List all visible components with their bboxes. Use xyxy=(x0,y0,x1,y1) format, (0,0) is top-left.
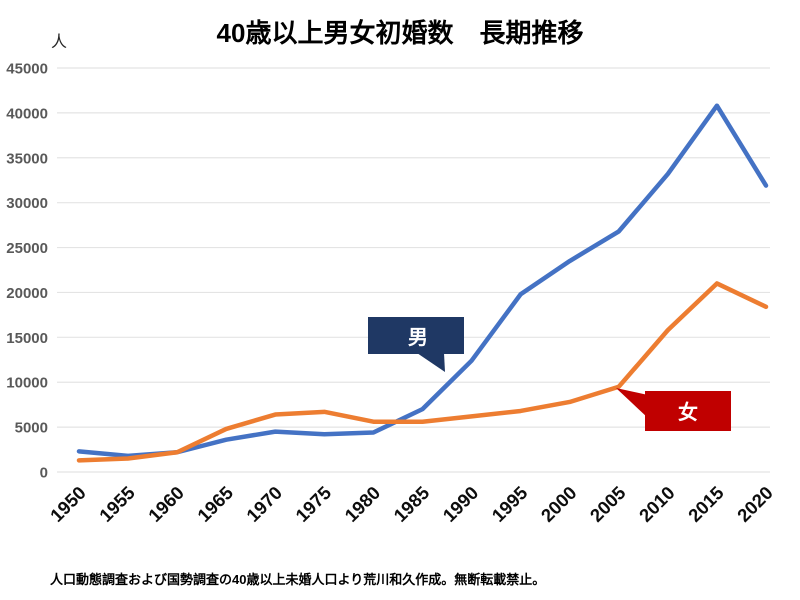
x-tick-label: 1995 xyxy=(488,482,532,526)
x-tick-label: 2000 xyxy=(537,482,581,526)
x-tick-label: 1960 xyxy=(144,482,188,526)
y-tick-label: 35000 xyxy=(6,150,48,167)
y-tick-label: 20000 xyxy=(6,285,48,302)
y-tick-label: 0 xyxy=(40,465,48,482)
male-callout-box xyxy=(368,317,464,354)
male-callout-label: 男 xyxy=(408,327,428,349)
x-tick-label: 1965 xyxy=(193,482,237,526)
y-tick-label: 45000 xyxy=(6,61,48,78)
x-tick-label: 1955 xyxy=(95,482,139,526)
x-tick-label: 2010 xyxy=(635,482,679,526)
x-tick-label: 1980 xyxy=(340,482,384,526)
x-tick-label: 1975 xyxy=(291,482,335,526)
y-tick-label: 15000 xyxy=(6,330,48,347)
male-callout: 男 xyxy=(368,317,464,372)
male-line xyxy=(76,103,769,459)
female-line xyxy=(76,281,769,463)
x-tick-label: 1950 xyxy=(46,482,90,526)
x-tick-label: 1985 xyxy=(389,482,433,526)
y-axis-labels: 0 5000 10000 15000 20000 25000 30000 35000 40000… xyxy=(6,61,48,482)
x-tick-label: 2020 xyxy=(733,482,777,526)
x-tick-label: 2015 xyxy=(684,482,728,526)
female-callout: 女 xyxy=(616,388,731,431)
y-tick-label: 5000 xyxy=(15,420,48,437)
y-tick-label: 25000 xyxy=(6,240,48,257)
x-tick-label: 1990 xyxy=(438,482,482,526)
female-callout-tail xyxy=(616,388,648,418)
y-tick-label: 40000 xyxy=(6,105,48,122)
x-tick-label: 1970 xyxy=(242,482,286,526)
female-callout-box xyxy=(645,391,731,431)
chart-title: 40歳以上男女初婚数 長期推移 xyxy=(216,18,584,48)
male-callout-tail xyxy=(417,353,445,372)
y-tick-label: 30000 xyxy=(6,195,48,212)
x-axis-labels: 1950 1955 1960 1965 1970 1975 1980 1985 1990 1995… xyxy=(46,482,777,526)
source-note: 人口動態調査および国勢調査の40歳以上未婚人口より荒川和久作成。無断転載禁止。 xyxy=(50,572,546,587)
y-axis-unit-label: 人 xyxy=(51,33,67,51)
y-tick-label: 10000 xyxy=(6,375,48,392)
x-tick-label: 2005 xyxy=(586,482,630,526)
female-callout-label: 女 xyxy=(678,400,698,424)
y-gridlines xyxy=(57,67,770,473)
